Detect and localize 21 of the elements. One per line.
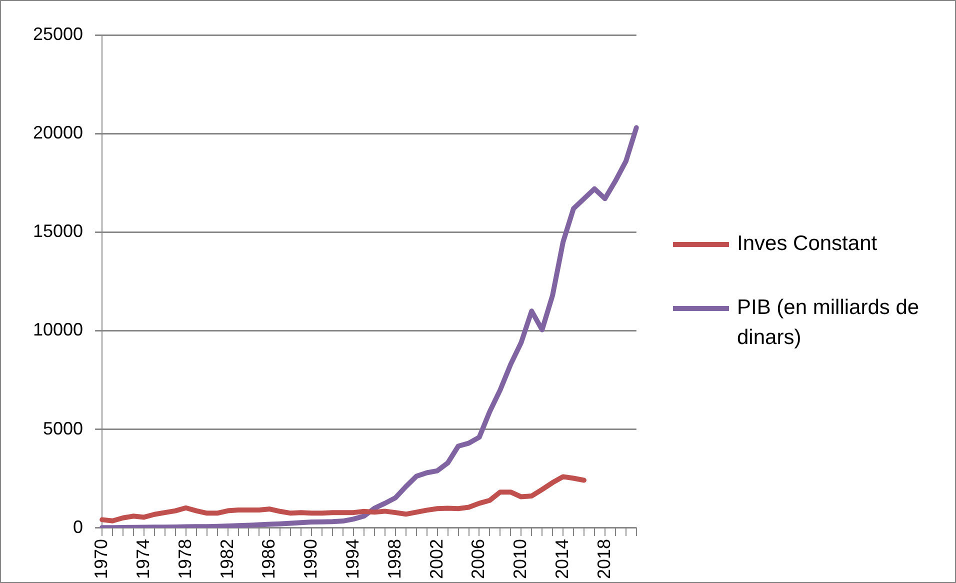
x-tick-label: 1994 xyxy=(342,538,362,580)
x-tick-label: 1974 xyxy=(132,538,153,580)
x-tick-label: 2010 xyxy=(510,538,530,580)
x-tick-label: 2002 xyxy=(426,538,446,580)
y-tick-label: 10000 xyxy=(32,320,84,340)
x-tick-label: 1978 xyxy=(174,538,195,580)
y-tick-label: 25000 xyxy=(32,24,84,44)
legend-label: Inves Constant xyxy=(737,231,878,257)
legend-label: PIB (en milliards de dinars) xyxy=(737,295,920,351)
x-tick-label: 1982 xyxy=(216,538,237,580)
x-tick-label: 1986 xyxy=(258,538,279,580)
x-tick-label: 2014 xyxy=(552,538,572,580)
y-tick-label: 15000 xyxy=(32,221,84,242)
y-tick-label: 0 xyxy=(73,516,84,537)
x-tick-label: 2018 xyxy=(594,538,614,580)
x-tick-label: 1998 xyxy=(384,538,404,580)
y-tick-label: 5000 xyxy=(43,418,84,438)
x-tick-label: 1970 xyxy=(91,538,112,580)
x-tick-label: 2006 xyxy=(468,538,488,580)
x-tick-label: 1990 xyxy=(300,538,321,580)
y-tick-label: 20000 xyxy=(32,122,84,143)
